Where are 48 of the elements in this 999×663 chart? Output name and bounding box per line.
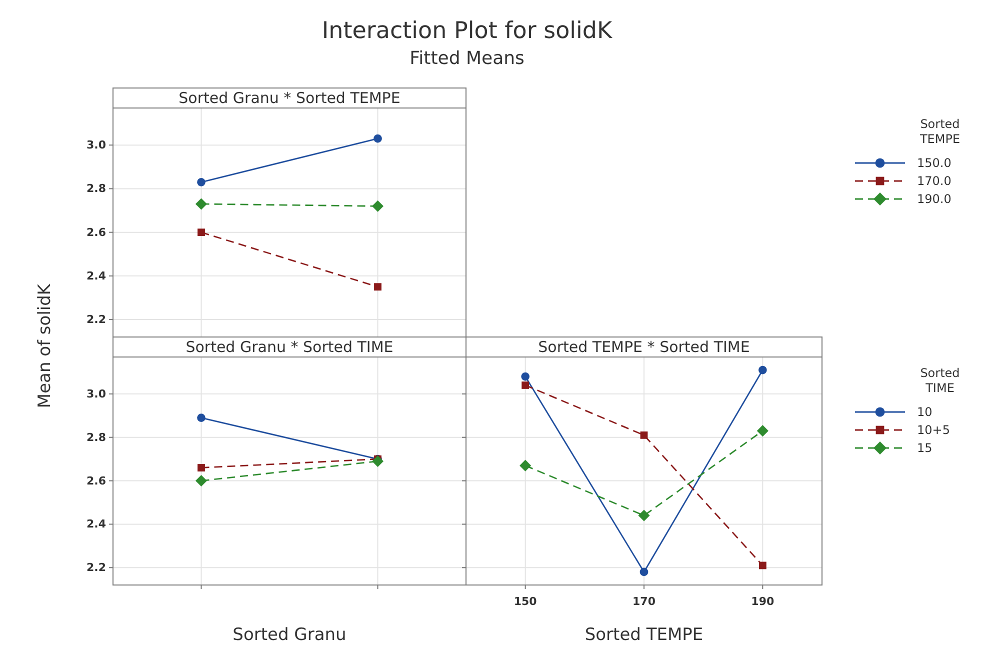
point bbox=[374, 134, 382, 143]
y-tick-label: 2.4 bbox=[86, 518, 106, 531]
point bbox=[520, 460, 532, 472]
point bbox=[756, 425, 768, 437]
x-tick-label: 190 bbox=[751, 595, 774, 608]
point bbox=[374, 283, 382, 291]
legend-label: 10+5 bbox=[917, 423, 950, 437]
chart-title: Sorted TEMPE * Sorted TIME bbox=[538, 338, 750, 356]
x-axis-title: Sorted TEMPE bbox=[584, 625, 704, 645]
legend-label: 150.0 bbox=[917, 156, 952, 170]
legend-title: Sorted TEMPE bbox=[918, 117, 960, 146]
x-tick-label: 150 bbox=[514, 595, 538, 608]
y-axis-title: Mean of solidK bbox=[35, 283, 55, 408]
y-tick-label: 2.6 bbox=[86, 226, 106, 239]
y-tick-label: 2.8 bbox=[86, 182, 106, 196]
legend-label: 190.0 bbox=[917, 192, 952, 206]
point bbox=[195, 475, 208, 487]
point bbox=[758, 562, 766, 570]
x-tick-label: 170 bbox=[632, 595, 656, 608]
point bbox=[522, 382, 530, 389]
y-tick-label: 2.4 bbox=[86, 269, 106, 282]
y-tick-label: 3.0 bbox=[86, 387, 106, 400]
point bbox=[638, 510, 650, 522]
point bbox=[197, 178, 206, 186]
legend-label: 170.0 bbox=[917, 174, 952, 188]
point bbox=[195, 198, 208, 210]
y-tick-label: 2.2 bbox=[86, 313, 106, 326]
legend-label: 15 bbox=[917, 441, 932, 455]
chart-title: Sorted Granu * Sorted TIME bbox=[186, 338, 394, 356]
point bbox=[640, 568, 648, 576]
point bbox=[198, 464, 205, 472]
x-axis-title: Sorted Granu bbox=[232, 625, 346, 645]
point bbox=[197, 414, 206, 422]
point bbox=[372, 200, 384, 212]
y-tick-label: 2.8 bbox=[86, 430, 106, 444]
y-tick-label: 3.0 bbox=[86, 138, 106, 152]
point bbox=[758, 366, 767, 374]
point bbox=[372, 455, 384, 467]
point bbox=[521, 372, 530, 381]
point bbox=[640, 431, 648, 439]
y-tick-label: 2.6 bbox=[86, 474, 106, 488]
point bbox=[198, 228, 205, 236]
y-tick-label: 2.2 bbox=[86, 561, 106, 574]
legend-label: 10 bbox=[917, 405, 932, 419]
legend-title: Sorted TIME bbox=[920, 366, 960, 395]
text: Fitted Means bbox=[410, 48, 524, 69]
chart-title: Sorted Granu * Sorted TEMPE bbox=[178, 89, 400, 107]
text: Interaction Plot for solidK bbox=[322, 18, 614, 44]
